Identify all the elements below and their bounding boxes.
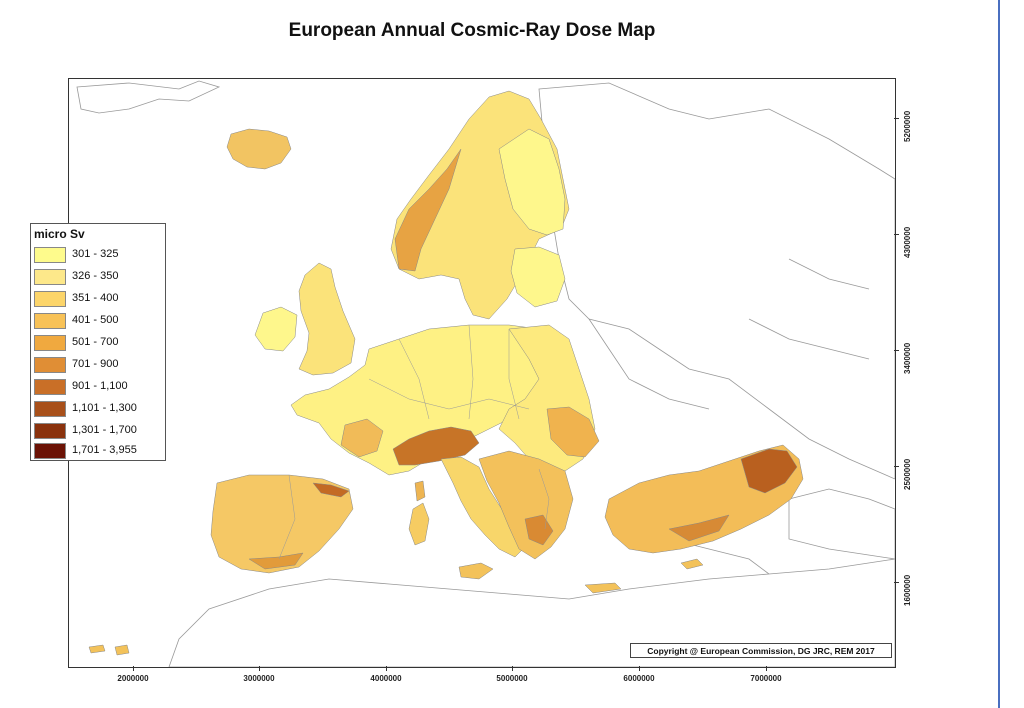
sardinia	[408, 502, 430, 546]
italy	[440, 456, 526, 558]
legend-swatch	[34, 357, 66, 373]
legend-item: 301 - 325	[34, 246, 164, 264]
legend-swatch	[34, 423, 66, 439]
x-tick-mark	[259, 666, 260, 671]
x-tick-mark	[639, 666, 640, 671]
x-tick-mark	[512, 666, 513, 671]
page-border	[998, 0, 1000, 708]
x-tick-label: 6000000	[623, 674, 655, 683]
legend-swatch	[34, 379, 66, 395]
legend-item: 501 - 700	[34, 334, 164, 352]
map-frame	[68, 78, 896, 668]
alps	[392, 426, 480, 466]
legend-label: 401 - 500	[72, 314, 119, 326]
y-tick-label: 5200000	[903, 110, 912, 142]
x-tick-label: 3000000	[243, 674, 275, 683]
pyrenees	[312, 482, 350, 498]
legend-item: 701 - 900	[34, 356, 164, 374]
iberian-peninsula	[210, 474, 354, 574]
legend-label: 501 - 700	[72, 336, 119, 348]
legend-item: 401 - 500	[34, 312, 164, 330]
legend-swatch	[34, 443, 66, 459]
legend-item: 1,301 - 1,700	[34, 422, 164, 440]
legend-item: 326 - 350	[34, 268, 164, 286]
x-tick-mark	[386, 666, 387, 671]
legend-item: 1,101 - 1,300	[34, 400, 164, 418]
legend-swatch	[34, 247, 66, 263]
greenland-outline	[76, 80, 221, 114]
legend-label: 1,301 - 1,700	[72, 424, 137, 436]
legend-item: 351 - 400	[34, 290, 164, 308]
x-tick-label: 7000000	[750, 674, 782, 683]
legend-label: 901 - 1,100	[72, 380, 128, 392]
map-title: European Annual Cosmic-Ray Dose Map	[288, 20, 656, 41]
y-tick-mark	[894, 234, 899, 235]
corsica	[414, 480, 426, 502]
legend-label: 301 - 325	[72, 248, 119, 260]
x-tick-mark	[766, 666, 767, 671]
copyright-notice: Copyright @ European Commission, DG JRC,…	[630, 643, 892, 658]
middle-east-outline	[788, 488, 895, 560]
great-britain	[298, 262, 356, 376]
legend-swatch	[34, 269, 66, 285]
sicily	[458, 562, 494, 580]
iberia-sierras	[248, 552, 304, 570]
legend-label: 701 - 900	[72, 358, 119, 370]
legend-label: 1,101 - 1,300	[72, 402, 137, 414]
crete	[584, 582, 622, 594]
legend-item: 901 - 1,100	[34, 378, 164, 396]
europe-dose-map	[76, 80, 895, 667]
x-tick-mark	[133, 666, 134, 671]
y-tick-label: 3400000	[903, 342, 912, 374]
x-tick-label: 5000000	[496, 674, 528, 683]
legend-item: 1,701 - 3,955	[34, 442, 164, 460]
x-tick-label: 4000000	[370, 674, 402, 683]
y-tick-mark	[894, 350, 899, 351]
legend-label: 1,701 - 3,955	[72, 444, 137, 456]
legend-swatch	[34, 313, 66, 329]
cyprus	[680, 558, 704, 570]
carpathians	[546, 406, 600, 458]
y-tick-mark	[894, 118, 899, 119]
y-tick-label: 4300000	[903, 226, 912, 258]
x-tick-label: 2000000	[117, 674, 149, 683]
ireland	[254, 306, 298, 352]
canary-islands	[88, 644, 130, 656]
legend-swatch	[34, 335, 66, 351]
taurus	[668, 514, 730, 542]
y-tick-label: 2500000	[903, 458, 912, 490]
anatolian-east	[740, 448, 798, 494]
iceland	[226, 128, 292, 170]
norway-highlands	[394, 148, 462, 272]
legend-label: 326 - 350	[72, 270, 119, 282]
massif-central	[340, 418, 384, 458]
legend-label: 351 - 400	[72, 292, 119, 304]
y-tick-mark	[894, 582, 899, 583]
legend-swatch	[34, 291, 66, 307]
legend-swatch	[34, 401, 66, 417]
legend-title: micro Sv	[34, 227, 85, 241]
baltics	[510, 246, 566, 308]
legend: micro Sv 301 - 325 326 - 350 351 - 400 4…	[30, 223, 166, 461]
north-africa-outline	[168, 558, 895, 667]
finland	[498, 128, 566, 236]
y-tick-label: 1600000	[903, 574, 912, 606]
y-tick-mark	[894, 466, 899, 467]
russia-outline	[538, 82, 895, 480]
